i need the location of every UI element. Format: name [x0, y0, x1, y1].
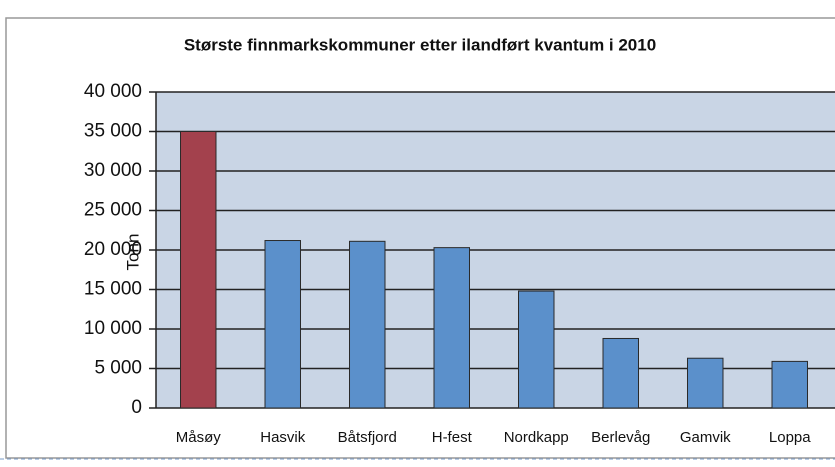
- bar: [687, 357, 724, 409]
- bar: [433, 247, 470, 409]
- y-tick-label: 20 000: [84, 239, 142, 260]
- bar: [602, 337, 639, 409]
- y-tick-label: 25 000: [84, 200, 142, 221]
- x-tick-label: H-fest: [432, 429, 473, 446]
- bar: [771, 360, 808, 409]
- chart-title: Største finnmarkskommuner etter ilandfør…: [184, 35, 656, 54]
- y-tick-label: 40 000: [84, 81, 142, 102]
- y-axis-label: Tonn: [123, 234, 142, 271]
- y-tick-label: 10 000: [84, 318, 142, 339]
- x-tick-label: Måsøy: [176, 429, 222, 446]
- x-tick-label: Loppa: [769, 429, 811, 446]
- y-tick-label: 30 000: [84, 160, 142, 181]
- y-tick-label: 5 000: [94, 358, 142, 379]
- x-tick-label: Nordkapp: [504, 429, 569, 446]
- y-tick-label: 0: [131, 397, 142, 418]
- y-tick-label: 15 000: [84, 279, 142, 300]
- bar: [264, 240, 301, 409]
- bar: [349, 240, 386, 409]
- x-tick-label: Berlevåg: [591, 429, 650, 446]
- bar: [180, 131, 217, 409]
- y-tick-label: 35 000: [84, 121, 142, 142]
- x-tick-label: Hasvik: [260, 429, 306, 446]
- x-tick-label: Gamvik: [680, 429, 731, 446]
- x-tick-label: Båtsfjord: [338, 429, 397, 446]
- bar: [518, 290, 555, 409]
